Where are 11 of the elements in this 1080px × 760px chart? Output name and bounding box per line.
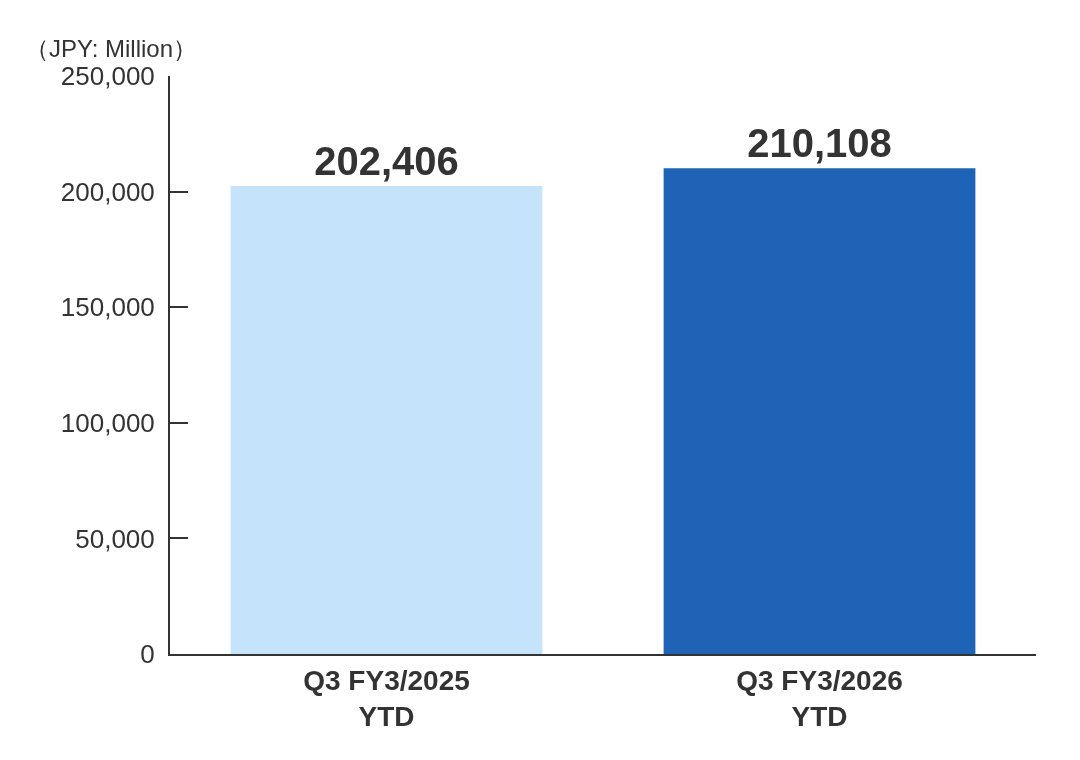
y-tick-label: 50,000 <box>75 523 155 554</box>
y-axis-title: （JPY: Million） <box>25 35 198 62</box>
x-tick-label: Q3 FY3/2026 YTD <box>736 664 903 732</box>
y-tick-label: 100,000 <box>60 407 155 438</box>
x-tick-label: Q3 FY3/2025 YTD <box>303 664 470 732</box>
data-label: 202,406 <box>314 139 459 184</box>
y-tick-label: 0 <box>140 639 155 670</box>
data-label: 210,108 <box>747 121 892 166</box>
y-tick-label: 200,000 <box>60 176 155 207</box>
y-tick-label: 250,000 <box>60 61 155 92</box>
y-tick-label: 150,000 <box>60 292 155 323</box>
